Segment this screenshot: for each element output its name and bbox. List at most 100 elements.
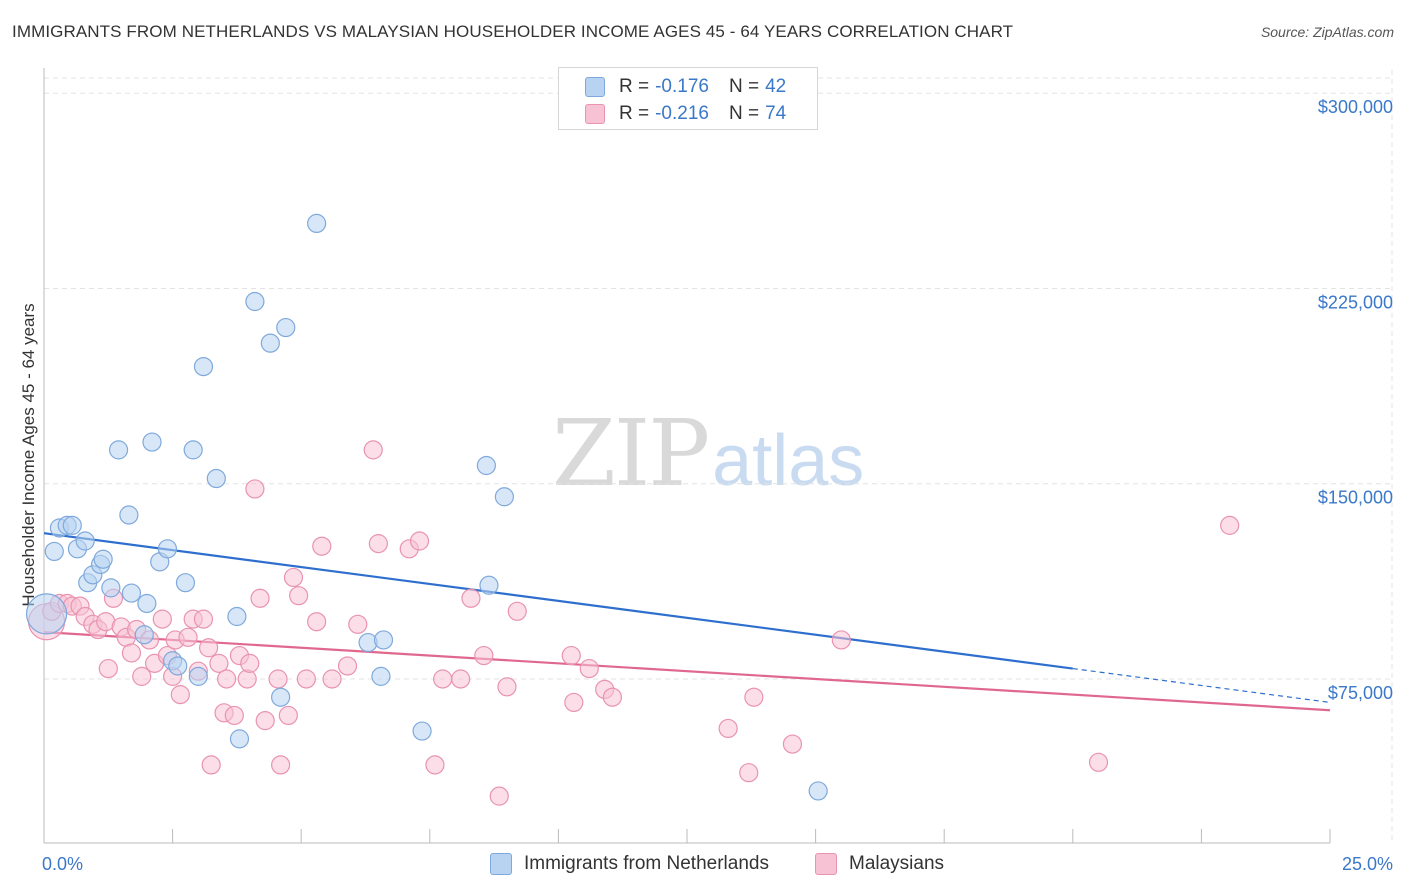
data-point-netherlands [193, 356, 214, 377]
bottom-legend-swatch-pink [815, 853, 837, 875]
trend-line-malaysians [43, 631, 1331, 712]
data-point-netherlands [101, 578, 121, 598]
data-point-netherlands [479, 575, 499, 595]
legend-n-label: N = [728, 76, 760, 97]
data-point-malaysians [250, 588, 270, 608]
trend-line-netherlands [43, 532, 1073, 670]
data-point-malaysians [507, 601, 527, 621]
data-point-malaysians [718, 718, 738, 739]
data-point-malaysians [170, 685, 190, 705]
data-point-malaysians [98, 658, 118, 679]
data-point-netherlands [371, 666, 391, 686]
netherlands-points [25, 213, 828, 801]
data-point-malaysians [561, 645, 581, 666]
grid-lines [44, 70, 1393, 843]
data-point-malaysians [579, 658, 599, 679]
data-point-netherlands [183, 440, 203, 460]
data-point-netherlands [93, 549, 113, 569]
data-point-netherlands [494, 487, 514, 507]
data-point-malaysians [199, 638, 219, 658]
data-point-netherlands [229, 729, 250, 749]
data-point-netherlands [44, 541, 64, 562]
legend-n-label: N = [728, 103, 760, 124]
legend-r-value: -0.216 [655, 103, 709, 124]
data-point-malaysians [224, 705, 244, 726]
data-point-malaysians [497, 677, 517, 697]
data-point-malaysians [132, 666, 152, 686]
data-point-malaysians [193, 609, 214, 629]
data-point-malaysians [322, 669, 342, 689]
bottom-legend-label-netherlands: Immigrants from Netherlands [524, 853, 769, 874]
data-point-netherlands [808, 781, 828, 801]
data-point-malaysians [489, 786, 509, 806]
data-point-malaysians [744, 687, 764, 707]
data-point-malaysians [201, 755, 221, 775]
data-point-malaysians [461, 588, 481, 608]
data-point-malaysians [602, 687, 623, 707]
legend-row-malaysians: R = -0.216 N = 74 [585, 102, 786, 126]
legend-swatch-pink [585, 104, 605, 124]
data-point-netherlands [271, 687, 291, 707]
data-point-netherlands [121, 583, 142, 603]
data-point-malaysians [237, 669, 257, 689]
axes [43, 68, 1331, 844]
data-point-malaysians [178, 627, 198, 647]
data-point-malaysians [278, 705, 298, 726]
legend-r-label: R = [619, 103, 650, 124]
y-tick-label: $75,000 [1328, 683, 1393, 703]
data-point-netherlands [168, 656, 188, 676]
data-point-malaysians [1220, 515, 1240, 535]
data-point-netherlands [134, 625, 154, 645]
data-point-netherlands [276, 317, 296, 338]
data-point-malaysians [782, 734, 803, 754]
correlation-legend: R = -0.176 N = 42 R = -0.216 N = 74 [558, 67, 818, 130]
data-point-malaysians [296, 669, 316, 689]
data-point-malaysians [289, 586, 309, 606]
data-point-malaysians [433, 669, 453, 689]
data-point-malaysians [831, 630, 851, 650]
y-tick-label: $225,000 [1318, 292, 1393, 312]
x-tick-label-max: 25.0% [1342, 854, 1393, 874]
data-point-netherlands [25, 593, 68, 635]
data-point-malaysians [271, 755, 291, 775]
bottom-legend-swatch-blue [490, 853, 512, 875]
data-point-malaysians [1088, 752, 1109, 772]
legend-swatch-blue [585, 77, 605, 97]
data-point-malaysians [564, 692, 584, 713]
data-point-netherlands [142, 432, 162, 452]
legend-n-value: 74 [765, 103, 787, 124]
data-point-netherlands [476, 455, 496, 476]
data-point-netherlands [137, 593, 157, 614]
y-tick-label: $150,000 [1318, 488, 1393, 508]
data-point-malaysians [152, 609, 172, 629]
data-point-malaysians [283, 567, 304, 588]
bottom-legend-netherlands: Immigrants from Netherlands [490, 852, 769, 876]
x-tick-labels: 0.0% 25.0% [42, 854, 1393, 874]
data-point-malaysians [217, 669, 237, 689]
legend-row-netherlands: R = -0.176 N = 42 [585, 75, 786, 99]
data-point-netherlands [245, 291, 265, 312]
data-point-malaysians [209, 653, 229, 673]
data-point-netherlands [108, 440, 129, 460]
bottom-legend-malaysians: Malaysians [815, 852, 944, 876]
data-point-malaysians [312, 536, 332, 556]
data-point-netherlands [119, 505, 139, 525]
data-point-malaysians [121, 643, 142, 663]
chart-title: IMMIGRANTS FROM NETHERLANDS VS MALAYSIAN… [12, 22, 1014, 41]
data-point-malaysians [409, 531, 430, 551]
y-tick-labels: $75,000 $150,000 $225,000 $300,000 [1318, 97, 1393, 703]
data-point-netherlands [188, 666, 208, 686]
data-point-netherlands [373, 630, 394, 650]
x-tick-label-min: 0.0% [42, 854, 83, 874]
data-point-netherlands [206, 468, 226, 489]
trend-line-netherlands-extension [1072, 667, 1331, 704]
malaysians-points [27, 440, 1240, 806]
legend-r-value: -0.176 [655, 76, 709, 97]
y-tick-label: $300,000 [1318, 97, 1393, 117]
data-point-malaysians [307, 612, 327, 632]
data-point-malaysians [348, 614, 368, 634]
data-point-malaysians [337, 656, 358, 676]
data-point-netherlands [227, 606, 247, 627]
data-point-malaysians [425, 755, 445, 775]
